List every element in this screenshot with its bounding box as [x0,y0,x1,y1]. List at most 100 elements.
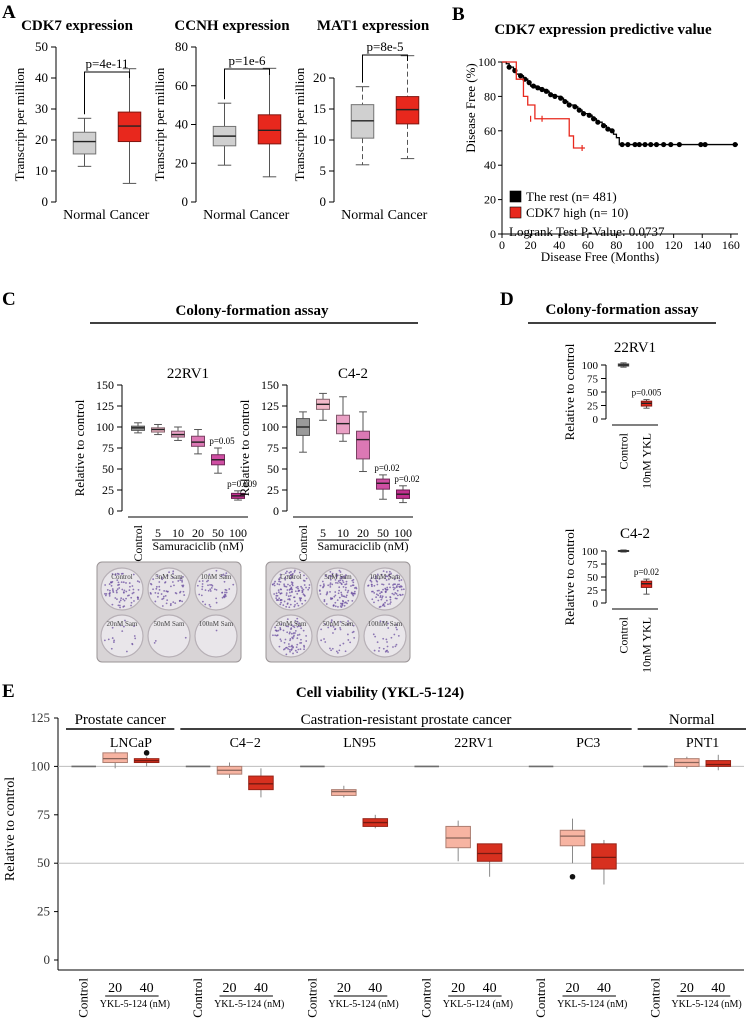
colony-dot [291,581,294,584]
colony-dot [320,639,323,642]
colony-dot [130,604,132,607]
colony-dot [198,593,201,596]
colony-dot [288,598,291,601]
colony-dot [338,569,341,572]
colony-dot [334,579,337,581]
colony-dot [114,573,117,575]
colony-dot [341,595,343,597]
colony-dot [149,592,152,594]
colony-dot [387,627,390,629]
x-tick-label: 40 [597,981,611,996]
colony-dot [125,597,127,600]
censor-mark [648,141,654,148]
colony-dot [111,626,114,629]
colony-dot [334,605,337,608]
colony-dot [179,579,182,582]
colony-dot [336,574,339,577]
x-tick-label: Control [617,616,631,653]
colony-dot [111,588,114,590]
x-tick-label: 50 [212,526,224,540]
colony-dot [123,589,126,592]
colony-dot [158,585,161,588]
y-tick-label: 10 [313,132,326,147]
y-tick-label: 100 [582,360,599,372]
x-tick-label: Control [190,978,205,1018]
colony-dot [275,597,278,600]
y-tick-label: 80 [484,89,496,103]
survival-chart: CDK7 expression predictive value 0 20 40 60 8… [463,22,740,264]
colony-dot [282,629,285,632]
censor-mark [530,83,537,89]
colony-dot [272,634,274,637]
colony-dot [382,603,385,606]
x-tick-label: Control [131,524,145,561]
x-tick-label: Control [419,978,434,1018]
group-22rv1 [414,765,503,877]
colony-dot [389,601,392,604]
well-3: 20nM Sam [100,614,144,658]
censor-mark [609,128,615,134]
colony-dot [345,580,348,583]
colony-dot [279,627,282,629]
well-label: 50nM Sam [154,620,185,628]
colony-dot [278,578,280,581]
colony-dot [387,622,389,625]
plate-c42: Control 5nM Sam 10nM Sam 20nM Sam 50nM Sam 10… [265,561,411,663]
colony-dot [394,587,396,589]
censor-mark [702,141,708,148]
censor-mark [586,112,592,118]
x-axis-label: Disease Free (Months) [541,249,659,264]
colony-dot [110,581,112,584]
colony-dot [221,596,224,599]
colony-dot [375,579,378,582]
x-sub-label: YKL-5-124 (nM) [557,999,627,1010]
chart-title: C4-2 [620,526,650,542]
colony-dot [299,625,302,628]
colony-dot [395,623,398,626]
x-tick-label: 20 [337,981,351,996]
colony-dot [112,589,114,592]
colony-dot [295,646,298,649]
colony-dot [116,588,119,591]
logrank-label: Logrank Test P-Value: 0.0737 [509,224,665,239]
colony-dot [124,619,126,622]
colony-dot [342,586,345,588]
colony-dot [291,576,294,579]
legend-swatch [509,190,522,203]
colony-dot [207,584,209,587]
colony-dot [133,600,135,602]
colony-dot [337,592,340,595]
y-tick-label: 100 [582,546,599,558]
colony-dot [290,624,293,626]
colony-dot [290,628,292,631]
x-tick-label: 40 [483,981,497,996]
colony-dot [339,620,342,623]
well-label: 5nM Sam [324,573,352,581]
colony-dot [339,579,342,582]
chart-title: CCNH expression [174,18,290,34]
colony-dot [308,586,311,589]
colony-dot [294,600,296,603]
colony-dot [118,587,121,589]
chart-title: 22RV1 [614,340,656,356]
colony-dot [390,636,393,639]
colony-dot [381,596,384,599]
colony-dot [343,595,346,598]
colony-dot [377,594,380,597]
colony-dot [389,598,392,601]
box-control [617,549,630,553]
colony-dot [378,577,381,580]
colony-dot [294,590,297,593]
x-tick-label: 40 [368,981,382,996]
colony-dot [371,598,374,601]
colony-dot [376,589,379,592]
colony-dot [340,593,343,596]
colony-dot [215,597,218,600]
censor-mark [668,141,674,148]
colony-dot [296,643,299,646]
well-4: 50nM Sam [316,614,360,658]
y-tick-label: 150 [96,378,114,392]
colony-dot [392,586,395,589]
